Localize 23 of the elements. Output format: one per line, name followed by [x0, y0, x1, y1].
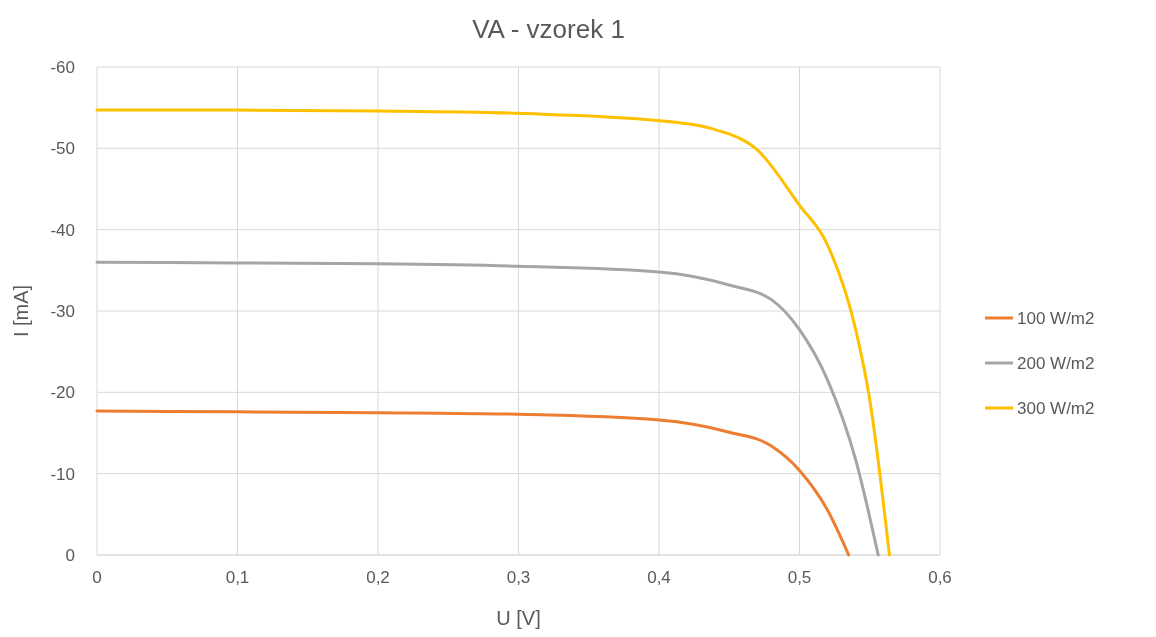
legend-label: 100 W/m2: [1017, 309, 1095, 328]
x-tick-label: 0: [92, 568, 102, 587]
line-series: [95, 409, 851, 557]
y-tick-label: -50: [50, 139, 75, 159]
y-tick-label: -10: [50, 464, 75, 484]
line-series: [95, 260, 880, 557]
x-tick-label: 0,6: [928, 568, 952, 587]
legend-label: 300 W/m2: [1017, 399, 1095, 418]
y-tick-label: -30: [50, 302, 75, 321]
chart-title: VA - vzorek 1: [472, 14, 625, 44]
y-tick-label: -60: [50, 58, 75, 77]
legend-label: 200 W/m2: [1017, 354, 1095, 373]
y-tick-label: -40: [50, 220, 75, 240]
y-axis-title: I [mA]: [10, 284, 32, 338]
y-tick-label: 0: [65, 546, 75, 565]
x-tick-label: 0,4: [647, 568, 671, 587]
x-tick-label: 0,2: [366, 568, 390, 587]
y-tick-label: -20: [50, 383, 75, 403]
x-tick-label: 0,1: [225, 568, 250, 587]
x-axis-title: U [V]: [496, 607, 541, 629]
line-series: [95, 108, 891, 557]
x-tick-label: 0,3: [506, 568, 531, 587]
x-tick-label: 0,5: [787, 568, 812, 587]
